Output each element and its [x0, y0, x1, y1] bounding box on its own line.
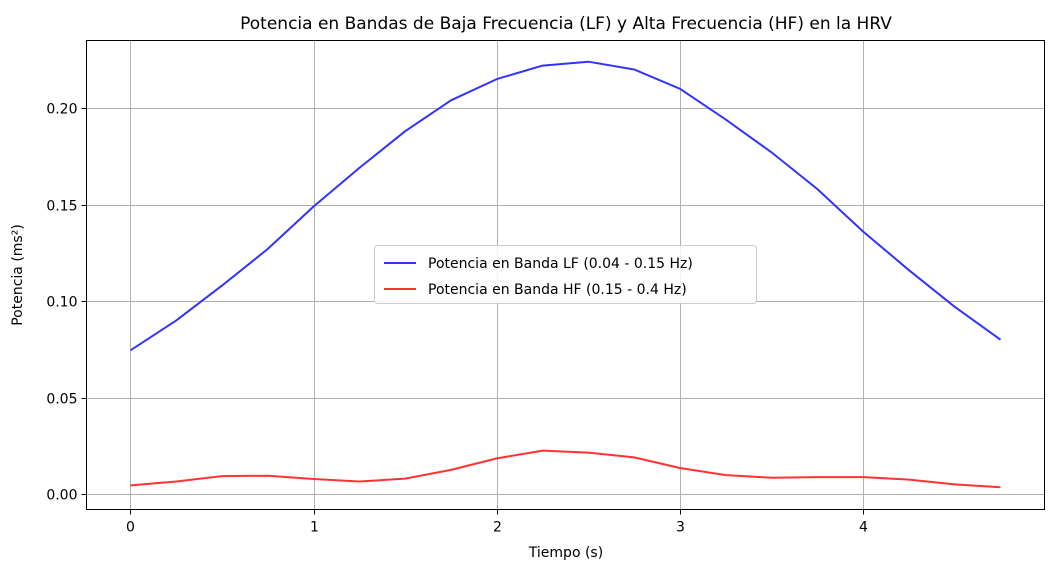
series-lines: [129, 60, 1002, 489]
x-axis-label: Tiempo (s): [528, 545, 603, 561]
y-tick-label: 0.15: [46, 199, 77, 215]
x-tick-label: 0: [126, 520, 135, 536]
legend: Potencia en Banda LF (0.04 - 0.15 Hz) Pot…: [374, 245, 757, 304]
x-tick-label: 4: [859, 520, 868, 536]
legend-box: [374, 245, 757, 304]
x-tick-label: 2: [493, 520, 502, 536]
y-tick-label: 0.10: [46, 295, 77, 311]
plot-frame: [86, 40, 1045, 510]
x-tick-label: 1: [310, 520, 319, 536]
y-axis-label: Potencia (ms²): [10, 224, 26, 326]
x-tick-label: 3: [676, 520, 685, 536]
y-tick-label: 0.00: [46, 488, 77, 504]
series-line-lf: [129, 60, 1002, 352]
series-line-hf: [130, 449, 1001, 489]
grid-lines: [86, 40, 1045, 510]
legend-label: Potencia en Banda HF (0.15 - 0.4 Hz): [428, 282, 687, 298]
chart-title: Potencia en Bandas de Baja Frecuencia (L…: [240, 14, 892, 34]
legend-label: Potencia en Banda LF (0.04 - 0.15 Hz): [428, 256, 693, 272]
axis-ticks: 0 1 2 3 4 0.00 0.05 0.10 0.15 0.20: [46, 102, 868, 536]
y-tick-label: 0.20: [46, 102, 77, 118]
y-tick-label: 0.05: [46, 392, 77, 408]
